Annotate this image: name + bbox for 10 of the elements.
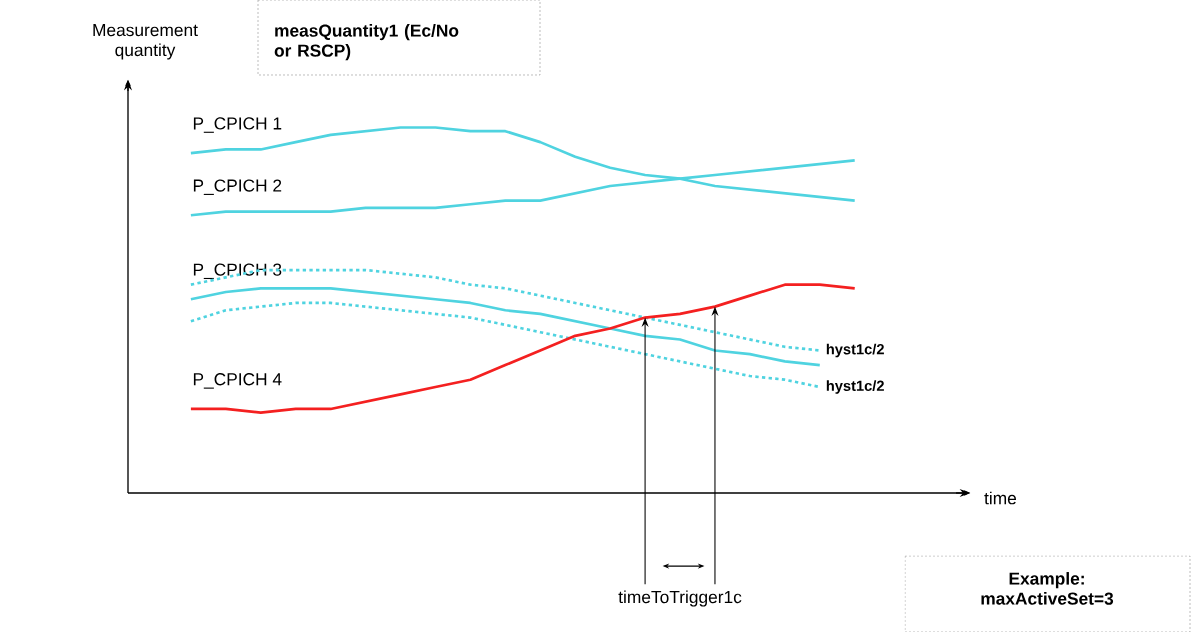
series-label: P_CPICH 1 [193,117,282,133]
text: timeToTrigger1c [618,590,742,607]
annotation: hyst1c/2 [826,343,884,358]
series-label: P_CPICH 2 [193,179,282,195]
series-label: P_CPICH 4 [193,373,282,389]
text: Example: maxActiveSet=3 [981,572,1114,605]
y-axis-title: Measurement quantity [93,24,198,60]
annotation: hyst1c/2 [826,380,884,394]
x-axis-title: time [984,491,1017,505]
text: measQuantity1 (Ec/No or RSCP) [274,24,459,61]
